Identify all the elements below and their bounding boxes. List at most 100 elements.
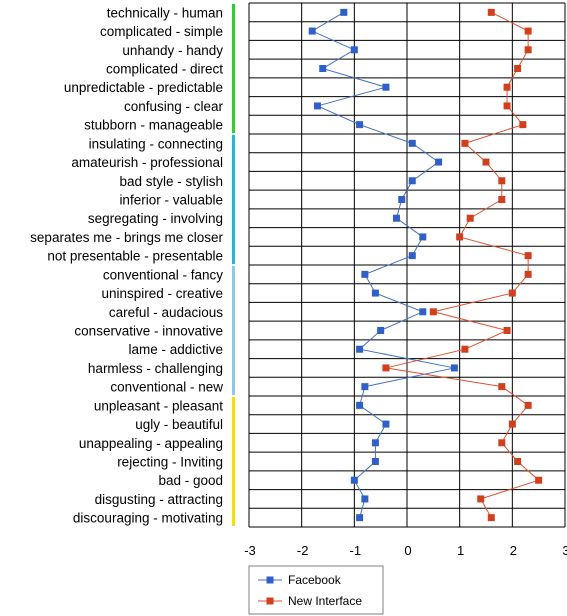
facebook-point (377, 327, 385, 334)
category-label: bad - good (158, 473, 223, 488)
x-tick-label: 3 (562, 543, 567, 558)
x-tick-label: 1 (457, 543, 464, 558)
facebook-line (311, 11, 455, 518)
category-label: inferior - valuable (119, 193, 223, 208)
new-interface-point (508, 289, 516, 297)
legend: Facebook New Interface (248, 565, 384, 615)
new-interface-point (503, 102, 511, 110)
category-label: discouraging - motivating (73, 511, 223, 526)
facebook-point (361, 383, 369, 391)
category-labels: technically - human complicated - simple u… (30, 5, 223, 525)
new-interface-point (429, 308, 437, 316)
new-interface-point (524, 27, 532, 35)
facebook-point (419, 308, 427, 316)
category-label: confusing - clear (124, 99, 224, 114)
x-tick-label: 0 (404, 543, 411, 558)
facebook-point (408, 177, 416, 185)
facebook-point (371, 439, 379, 447)
new-interface-point (514, 458, 522, 465)
facebook-point (319, 65, 327, 72)
x-tick-label: 2 (510, 543, 517, 558)
facebook-point (382, 83, 390, 91)
new-interface-line (385, 11, 540, 518)
new-interface-point (461, 345, 469, 353)
facebook-point (313, 102, 321, 110)
new-interface-point (382, 364, 390, 372)
new-interface-point (456, 233, 464, 241)
legend-items: Facebook New Interface (258, 573, 362, 608)
category-label: stubborn - manageable (84, 118, 223, 133)
x-tick-labels: -3 -2 -1 0 1 2 3 (244, 543, 567, 558)
new-interface-point (503, 83, 511, 91)
category-label: disgusting - attracting (95, 492, 223, 507)
legend-marker (266, 576, 274, 584)
new-interface-point (466, 214, 474, 222)
facebook-point (435, 158, 443, 166)
new-interface-point (524, 270, 532, 278)
new-interface-point (461, 139, 469, 147)
category-label: lame - addictive (128, 342, 223, 357)
x-tick-label: -1 (350, 543, 362, 558)
facebook-point (340, 8, 348, 16)
category-label: unpleasant - pleasant (94, 398, 223, 413)
facebook-point (356, 514, 364, 522)
facebook-point (308, 27, 316, 35)
new-interface-point (487, 514, 495, 522)
facebook-point (382, 420, 390, 428)
category-label: segregating - involving (88, 211, 223, 226)
category-label: insulating - connecting (89, 136, 223, 151)
category-label: technically - human (107, 5, 223, 20)
facebook-point (450, 364, 458, 372)
facebook-point (350, 46, 358, 54)
category-label: uninspired - creative (101, 286, 223, 301)
new-interface-point (477, 495, 485, 503)
category-label: conservative - innovative (74, 324, 223, 339)
category-label: rejecting - Inviting (117, 455, 223, 470)
category-label: not presentable - presentable (47, 249, 223, 264)
facebook-point (361, 270, 369, 278)
facebook-point (356, 345, 364, 353)
new-interface-point (498, 196, 506, 203)
category-label: complicated - direct (106, 62, 223, 77)
category-label: amateurish - professional (71, 155, 223, 170)
new-interface-point (514, 65, 522, 72)
new-interface-point (482, 158, 490, 166)
facebook-point (361, 495, 369, 503)
facebook-point (356, 121, 364, 129)
new-interface-point (487, 8, 495, 16)
category-label: careful - audacious (109, 305, 223, 320)
facebook-point (356, 401, 364, 409)
category-label: conventional - new (110, 380, 223, 395)
x-tick-label: -2 (297, 543, 309, 558)
new-interface-point (508, 420, 516, 428)
new-interface-point (524, 252, 532, 260)
category-label: unpredictable - predictable (64, 80, 223, 95)
facebook-point (350, 476, 358, 484)
facebook-point (371, 289, 379, 297)
legend-label: Facebook (288, 573, 342, 587)
new-interface-point (498, 383, 506, 391)
category-label: ugly - beautiful (135, 417, 223, 432)
category-label: bad style - stylish (119, 174, 223, 189)
series-layer (308, 8, 543, 522)
category-label: unappealing - appealing (79, 436, 223, 451)
new-interface-point (498, 177, 506, 185)
facebook-point (392, 214, 400, 222)
new-interface-point (524, 46, 532, 54)
x-tick-label: -3 (244, 543, 256, 558)
new-interface-point (503, 327, 511, 334)
new-interface-point (498, 439, 506, 447)
legend-marker (266, 597, 274, 605)
category-label: harmless - challenging (88, 361, 223, 376)
category-label: complicated - simple (100, 24, 223, 39)
facebook-point (371, 458, 379, 465)
new-interface-point (535, 476, 543, 484)
facebook-point (408, 139, 416, 147)
gridlines (248, 2, 566, 528)
category-label: unhandy - handy (122, 43, 223, 58)
legend-box (248, 565, 384, 615)
facebook-point (408, 252, 416, 260)
facebook-point (398, 196, 406, 203)
new-interface-point (524, 401, 532, 409)
